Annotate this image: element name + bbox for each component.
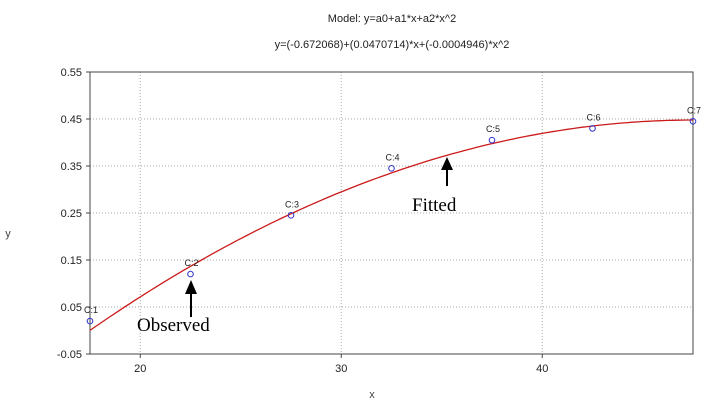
point-label: C:1 <box>84 305 98 315</box>
observed-point <box>287 212 295 219</box>
point-label: C:6 <box>586 112 600 122</box>
fitted-arrow-head <box>441 157 453 170</box>
observed-point <box>689 118 697 125</box>
point-label: C:5 <box>486 124 500 134</box>
x-tick-label: 20 <box>134 363 146 375</box>
fitted-label: Fitted <box>412 195 457 216</box>
x-tick-labels: 20 30 40 <box>134 363 548 375</box>
y-tick-label: 0.55 <box>61 67 82 79</box>
x-axis-label: x <box>369 389 375 401</box>
observed-label: Observed <box>137 315 210 336</box>
chart-title: Model: y=a0+a1*x+a2*x^2 <box>328 13 456 25</box>
observed-points: C:1 C:2 C:3 C:4 C:5 C:6 C:7 <box>84 105 701 325</box>
grid-lines <box>86 71 693 358</box>
x-tick-label: 40 <box>536 363 548 375</box>
observed-annotation: Observed <box>137 280 210 336</box>
y-tick-labels: -0.05 0.05 0.15 0.25 0.35 0.45 0.55 <box>57 67 82 361</box>
y-tick-label: -0.05 <box>57 349 82 361</box>
y-tick-label: 0.15 <box>61 255 82 267</box>
point-label: C:4 <box>385 152 399 162</box>
observed-point <box>388 165 395 172</box>
y-tick-label: 0.45 <box>61 114 82 126</box>
observed-point <box>86 317 94 325</box>
y-tick-label: 0.05 <box>61 302 82 314</box>
fitted-annotation: Fitted <box>412 157 457 216</box>
observed-arrow-head <box>185 280 197 294</box>
point-label: C:3 <box>285 199 299 209</box>
x-tick-label: 30 <box>335 363 347 375</box>
point-label: C:2 <box>184 258 198 268</box>
plot-frame <box>89 71 694 355</box>
chart-subtitle: y=(-0.672068)+(0.0470714)*x+(-0.0004946)… <box>275 39 510 51</box>
observed-point <box>187 270 194 278</box>
y-tick-label: 0.25 <box>61 208 82 220</box>
observed-point <box>488 136 496 144</box>
point-label: C:7 <box>687 105 701 115</box>
y-axis-label: y <box>5 228 11 240</box>
observed-point <box>589 125 596 132</box>
y-tick-label: 0.35 <box>61 161 82 173</box>
